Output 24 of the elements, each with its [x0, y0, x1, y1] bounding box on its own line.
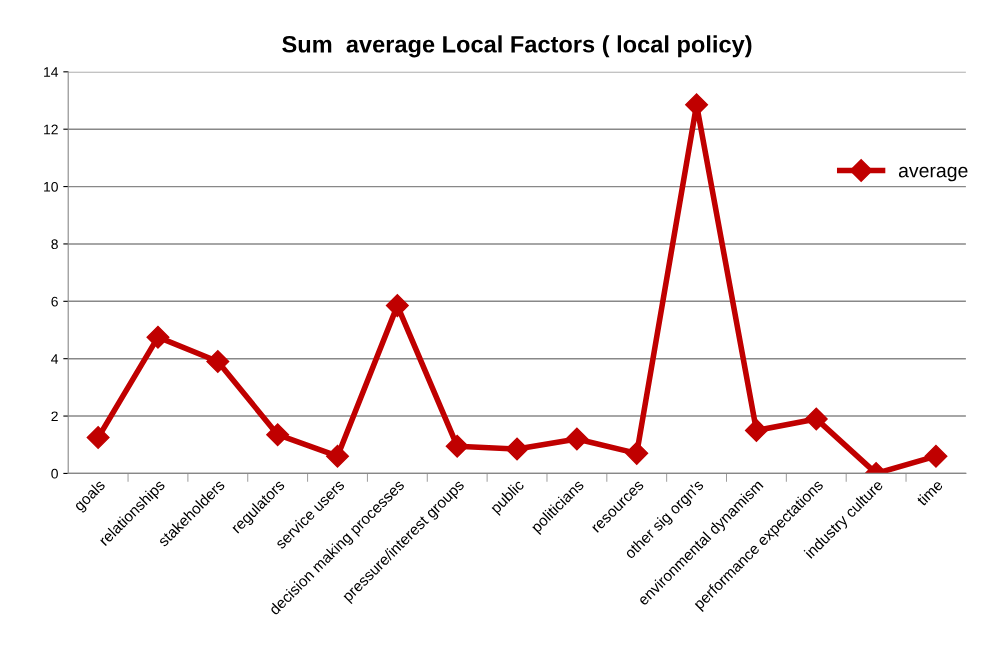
y-tick-label: 12 [44, 124, 58, 135]
y-tick-label: 10 [44, 181, 58, 192]
point [505, 437, 529, 461]
point [385, 294, 409, 318]
point [804, 407, 828, 431]
y-tick-label: 14 [44, 67, 59, 77]
point [326, 444, 350, 468]
point [206, 350, 230, 374]
point [565, 427, 589, 451]
y-tick-label: 0 [51, 468, 58, 479]
y-tick-label: 2 [51, 411, 58, 422]
chart-title: Sum average Local Factors ( local policy) [282, 35, 752, 58]
y-tick-label: 4 [51, 354, 59, 364]
point [625, 441, 649, 465]
point [146, 325, 170, 349]
point [744, 418, 768, 442]
x-tick-label: time [915, 478, 944, 507]
point [445, 434, 469, 458]
point [86, 426, 110, 450]
point [924, 444, 948, 468]
y-tick-label: 8 [51, 239, 58, 250]
legend-label: average [898, 166, 968, 182]
point [266, 423, 290, 447]
y-tick-label: 6 [51, 296, 58, 307]
